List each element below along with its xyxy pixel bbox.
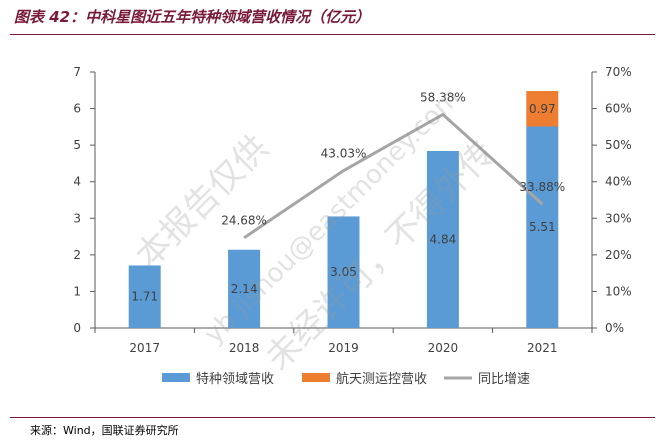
bar-stacked — [526, 91, 559, 127]
x-tick-label: 2017 — [129, 341, 160, 355]
y-right-tick-label: 40% — [605, 175, 632, 189]
y-right-tick-label: 10% — [605, 284, 632, 298]
legend-label: 同比增速 — [478, 372, 530, 387]
y-left-tick-label: 4 — [73, 175, 81, 189]
bar-stacked-label: 0.97 — [529, 102, 556, 116]
y-right-tick-label: 50% — [605, 138, 632, 152]
bar-main-label: 5.51 — [529, 220, 556, 234]
y-left-tick-label: 3 — [73, 211, 81, 225]
y-right-tick-label: 20% — [605, 248, 632, 262]
source-note: 来源：Wind，国联证券研究所 — [30, 424, 179, 437]
y-left-tick-label: 1 — [73, 284, 81, 298]
bar-main — [327, 216, 360, 328]
legend-label: 航天测运控营收 — [336, 371, 427, 387]
title-rule — [10, 34, 655, 35]
y-right-tick-label: 0% — [605, 321, 624, 335]
chart-title: 图表 42：中科星图近五年特种领域营收情况（亿元） — [14, 8, 371, 26]
x-tick-label: 2020 — [428, 341, 459, 355]
bar-main-label: 3.05 — [330, 265, 357, 279]
y-right-tick-label: 30% — [605, 211, 632, 225]
legend-swatch — [162, 373, 190, 382]
x-tick-label: 2019 — [328, 341, 359, 355]
growth-label: 24.68% — [221, 214, 267, 228]
bar-main — [128, 265, 161, 328]
bar-main-label: 2.14 — [231, 282, 258, 296]
growth-line — [243, 112, 544, 239]
growth-label: 43.03% — [321, 147, 367, 161]
bar-main — [426, 150, 459, 328]
bar-main — [228, 249, 261, 328]
bar-main-label: 4.84 — [430, 232, 457, 246]
bar-main — [526, 126, 559, 329]
x-tick-label: 2021 — [527, 341, 558, 355]
y-left-tick-label: 5 — [73, 138, 81, 152]
y-right-tick-label: 60% — [605, 102, 632, 116]
y-left-tick-label: 0 — [73, 321, 81, 335]
y-left-tick-label: 2 — [73, 248, 81, 262]
growth-label: 33.88% — [519, 180, 565, 194]
y-left-tick-label: 7 — [73, 65, 81, 79]
footer-rule — [10, 417, 655, 418]
y-right-tick-label: 70% — [605, 65, 632, 79]
legend-swatch — [302, 373, 330, 382]
growth-label: 58.38% — [420, 90, 466, 104]
x-tick-label: 2018 — [229, 341, 260, 355]
bar-main-label: 1.71 — [131, 290, 158, 304]
y-left-tick-label: 6 — [73, 102, 81, 116]
legend-label: 特种领域营收 — [196, 372, 274, 387]
